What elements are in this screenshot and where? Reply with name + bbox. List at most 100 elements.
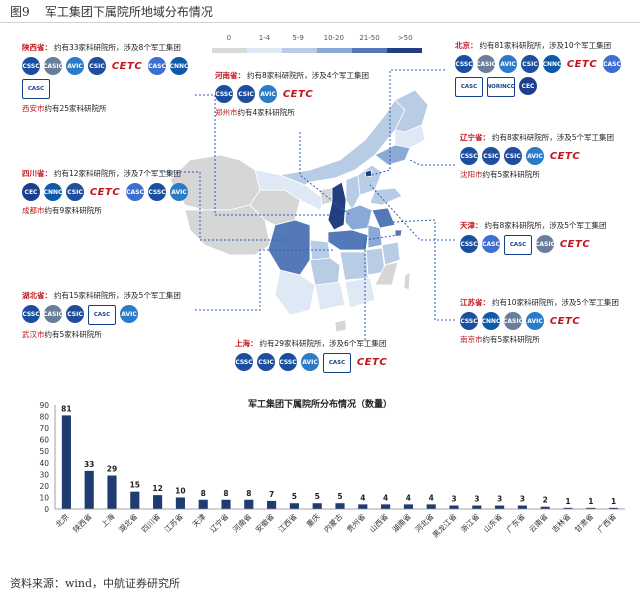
logo-casic-icon: CASIC [43,57,63,75]
x-tick-label: 黑龙江省 [430,511,459,540]
logo-cnnc-icon: CNNC [170,57,188,75]
callout-hubei-sub: 武汉市约有5家科研院所 [22,329,197,340]
callout-henan-region: 河南省： [215,71,245,80]
logo-cetc-icon: CETC [566,58,598,70]
logo-casic-icon: CASIC [503,312,523,330]
bar [267,500,277,509]
x-tick-label: 贵州省 [344,511,367,534]
bar [449,505,459,509]
map-province-guangxi [314,281,346,311]
callout-hubei-head: 湖北省： 约有15家科研院所，涉及5个军工集团 [22,290,197,301]
x-axis: 北京 陕西省 上海 湖北省 四川省 江苏省 天津 辽宁省 河南省 安徽省 江西省 重庆 内蒙古 贵州省 山西… [53,508,625,540]
logo-avic-icon: AVIC [120,305,138,323]
map-province-fujian [374,261,399,286]
x-tick-label: 山东省 [481,511,504,534]
x-tick-label: 云南省 [527,511,550,534]
callout-henan-city-text: 约有4家科研院所 [237,108,295,117]
leader-line-liaoning [409,159,455,166]
callout-shaanxi-city-text: 约有25家科研院所 [44,104,107,113]
logo-avic-icon: AVIC [170,183,188,201]
bar [472,505,482,509]
map-province-jiangsu [371,207,396,229]
callout-liaoning: 辽宁省： 约有8家科研院所，涉及5个军工集团 CSSC CSIC CSIC AVI… [460,132,635,180]
logo-csic-icon: CSIC [521,55,539,73]
bar [130,491,140,509]
bar-value-label: 12 [152,484,162,493]
logo-cetc-icon: CETC [111,60,143,72]
legend-swatch-0 [212,48,247,53]
map-province-yunnan [274,269,316,316]
logo-casc-icon: CASC [148,57,166,75]
legend-label-4: 21-50 [359,34,380,42]
callout-jiangsu-logos: CSSC CNNC CASIC AVIC CETC [460,312,635,330]
map-province-hebei [357,164,383,196]
callout-liaoning-head: 辽宁省： 约有8家科研院所，涉及5个军工集团 [460,132,635,143]
y-tick-label: 90 [39,401,49,410]
source-label: 资料来源： [10,577,65,590]
callout-jiangsu-sub: 南京市约有5家科研院所 [460,334,635,345]
bar-value-label: 5 [292,492,297,501]
callout-jiangsu: 江苏省： 约有10家科研院所，涉及5个军工集团 CSSC CNNC CASIC A… [460,297,635,345]
callout-shaanxi-logos: CSSC CASIC AVIC CSIC CETC CASC CNNC CASC [22,57,197,99]
y-axis: 0 10 20 30 40 50 60 70 80 90 [39,401,56,514]
logo-avic-icon: AVIC [499,55,517,73]
callout-beijing-logos: CSSC CASIC AVIC CSIC CNNC CETC CASC CASC… [455,55,635,97]
bar-value-label: 3 [497,495,502,504]
callout-shanghai-text: 约有29家科研院所，涉及6个军工集团 [259,339,387,348]
logo-avic-icon: AVIC [526,312,544,330]
legend-label-0: 0 [226,34,232,42]
x-tick-label: 重庆 [304,511,322,529]
x-tick-label: 江苏省 [162,511,185,534]
legend-label-5: >50 [397,34,413,42]
logo-cetc-icon: CETC [549,150,581,162]
logo-cssc-icon: CSSC [460,312,478,330]
bar-value-label: 3 [520,495,525,504]
logo-cetc-icon: CETC [282,88,314,100]
logo-casc-text-icon: CASC [22,79,50,99]
logo-casic-icon: CASIC [476,55,496,73]
bar [61,415,71,509]
logo-cnnc-icon: CNNC [44,183,62,201]
logo-cetc-icon: CETC [549,315,581,327]
logo-csic-icon: CSIC [88,57,106,75]
logo-csic-icon: CSIC [257,353,275,371]
logo-casic-icon: CASIC [535,235,555,253]
logo-casc-text-icon: CASC [504,235,532,255]
logo-cssc-icon: CSSC [460,147,478,165]
callout-sichuan: 四川省： 约有12家科研院所，涉及7个军工集团 CEC CNNC CSIC CET… [22,168,197,216]
y-tick-label: 50 [39,447,49,456]
logo-cssc-icon: CSSC [215,85,233,103]
x-tick-label: 广西省 [595,511,618,534]
bar-value-label: 29 [107,464,117,473]
map-province-guangdong [344,277,376,309]
logo-cetc-icon: CETC [89,186,121,198]
x-tick-label: 内蒙古 [321,511,344,534]
bar-value-label: 5 [337,492,342,501]
bar-value-label: 81 [61,404,71,413]
legend-swatch-2 [282,48,317,53]
logo-avic-icon: AVIC [526,147,544,165]
logo-cssc-icon: CSSC [455,55,473,73]
logo-casc-icon: CASC [482,235,500,253]
bar-chart: 军工集团下属院所分布情况（数量） 0 10 20 30 40 50 60 70 80 90 81 3… [0,385,640,575]
logo-csic-icon: CSIC [66,305,84,323]
map-province-shandong [369,187,403,206]
logo-cnnc-icon: CNNC [482,312,500,330]
callout-jiangsu-head: 江苏省： 约有10家科研院所，涉及5个军工集团 [460,297,635,308]
x-tick-label: 四川省 [139,511,162,534]
logo-norinco-icon: NORINCO [487,77,515,97]
callout-henan-city: 郑州市 [215,108,238,117]
callout-liaoning-logos: CSSC CSIC CSIC AVIC CETC [460,147,635,165]
callout-shaanxi: 陕西省： 约有33家科研院所，涉及8个军工集团 CSSC CASIC AVIC C… [22,42,197,114]
bar-value-label: 8 [246,489,251,498]
x-tick-label: 浙江省 [458,511,481,534]
callout-shanghai-region: 上海： [235,339,258,348]
callout-henan-text: 约有8家科研院所，涉及4个军工集团 [247,71,370,80]
x-tick-label: 安徽省 [253,511,276,534]
callout-tianjin-region: 天津： [460,221,483,230]
callout-sichuan-sub: 成都市约有9家科研院所 [22,205,197,216]
y-tick-label: 70 [39,424,49,433]
callout-hubei: 湖北省： 约有15家科研院所，涉及5个军工集团 CSSC CASIC CSIC C… [22,290,197,340]
logo-csic-icon: CSIC [482,147,500,165]
map-province-sichuan [267,219,311,276]
